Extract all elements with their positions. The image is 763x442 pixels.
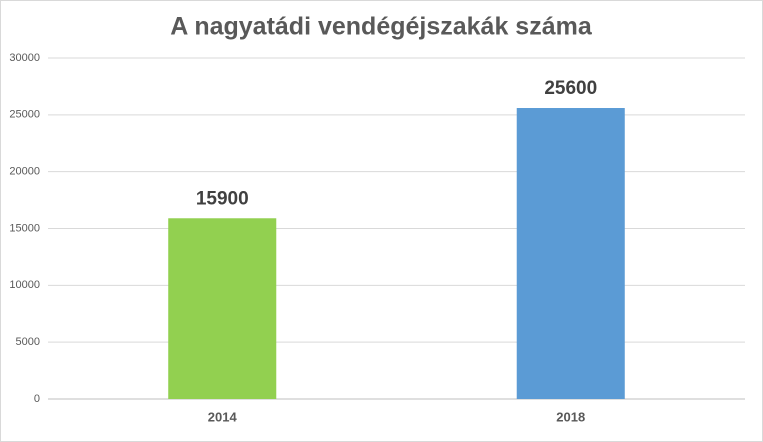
y-tick-label: 25000 xyxy=(9,109,40,121)
y-tick-label: 30000 xyxy=(9,52,40,64)
data-label: 15900 xyxy=(196,188,249,209)
y-tick-label: 5000 xyxy=(16,336,40,348)
x-tick-label: 2014 xyxy=(208,409,238,424)
y-tick-label: 15000 xyxy=(9,222,40,234)
x-tick-label: 2018 xyxy=(556,409,585,424)
bar xyxy=(516,108,625,399)
y-tick-label: 0 xyxy=(34,393,40,405)
chart-title: A nagyatádi vendégéjszakák száma xyxy=(170,13,593,41)
data-label: 25600 xyxy=(544,78,597,99)
bar xyxy=(168,218,277,399)
y-tick-label: 20000 xyxy=(9,166,40,178)
y-tick-label: 10000 xyxy=(9,279,40,291)
